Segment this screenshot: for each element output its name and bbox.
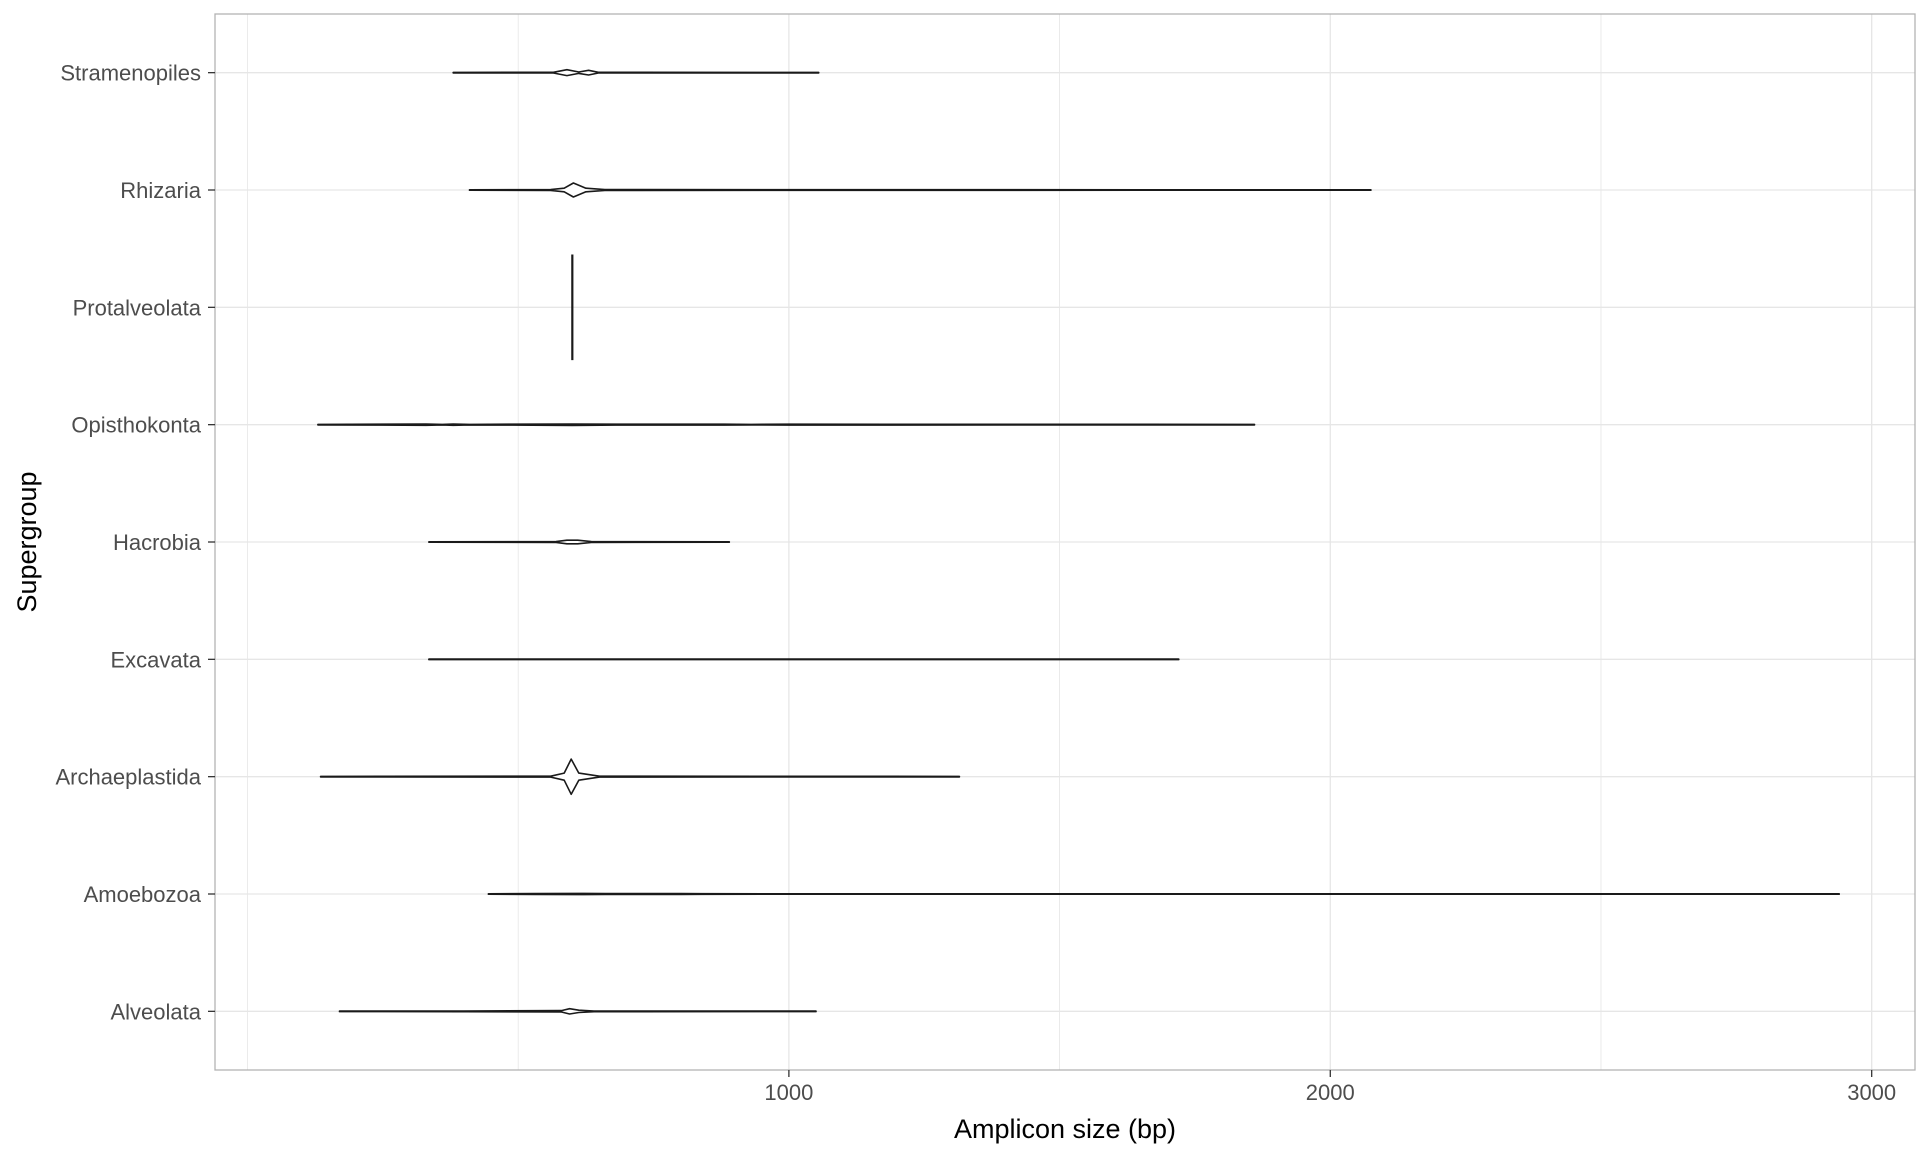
violin-stramenopiles xyxy=(452,68,820,77)
violin-amoebozoa xyxy=(487,892,1840,896)
y-tick-label: Rhizaria xyxy=(120,178,201,203)
violin-hacrobia xyxy=(428,539,731,545)
x-tick-label: 1000 xyxy=(764,1080,813,1105)
violin-shape xyxy=(317,423,1256,427)
y-tick-label: Archaeplastida xyxy=(55,765,201,790)
x-tick-label: 2000 xyxy=(1306,1080,1355,1105)
x-tick-label: 3000 xyxy=(1847,1080,1896,1105)
violin-shape xyxy=(452,68,820,77)
y-tick-label: Protalveolata xyxy=(73,295,202,320)
y-tick-label: Stramenopiles xyxy=(60,61,201,86)
violin-shape xyxy=(319,758,961,796)
violin-rhizaria xyxy=(468,182,1372,198)
y-axis-title: Supergroup xyxy=(12,471,42,612)
y-tick-label: Opisthokonta xyxy=(71,413,201,438)
y-tick-label: Alveolata xyxy=(110,999,201,1024)
y-tick-label: Hacrobia xyxy=(113,530,202,555)
violin-archaeplastida xyxy=(319,758,961,796)
x-axis-ticks: 1000 2000 3000 xyxy=(764,1070,1896,1105)
violin-alveolata xyxy=(338,1007,817,1015)
y-tick-label: Amoebozoa xyxy=(84,882,202,907)
violin-opisthokonta xyxy=(317,423,1256,427)
violin-shape xyxy=(468,182,1372,198)
violin-group xyxy=(317,68,1840,1015)
violin-excavata xyxy=(428,658,1180,661)
violin-shape xyxy=(487,892,1840,896)
violin-shape xyxy=(338,1007,817,1015)
y-tick-label: Excavata xyxy=(111,647,202,672)
violin-shape xyxy=(428,539,731,545)
y-axis-ticks: Alveolata Amoebozoa Archaeplastida Excavata… xyxy=(55,61,215,1024)
x-axis-title: Amplicon size (bp) xyxy=(954,1114,1176,1144)
violin-shape xyxy=(428,658,1180,661)
